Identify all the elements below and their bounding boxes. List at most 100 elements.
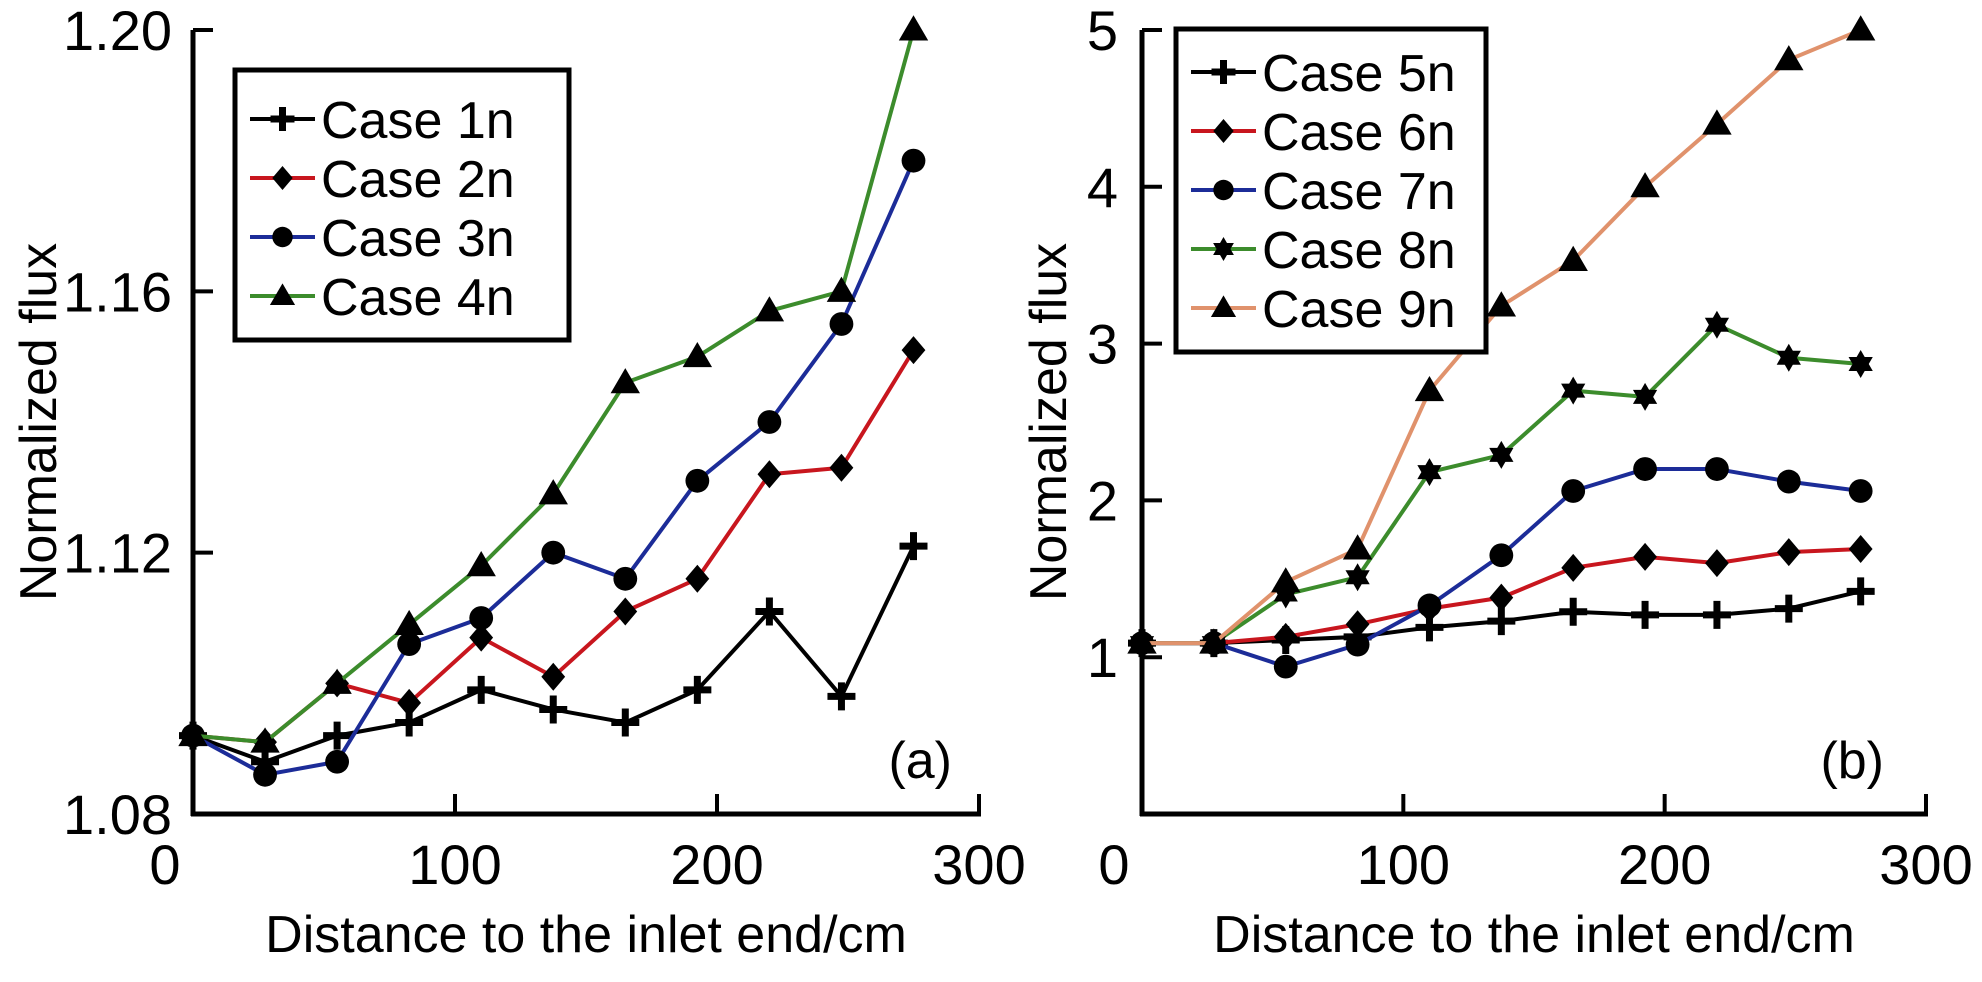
star-marker-shape bbox=[1273, 587, 1298, 609]
data-point bbox=[538, 479, 568, 505]
triangle-marker-shape bbox=[682, 341, 713, 368]
circle-marker-shape bbox=[1213, 179, 1234, 201]
data-point bbox=[1271, 567, 1301, 593]
data-point bbox=[322, 668, 352, 694]
data-point bbox=[467, 675, 496, 704]
data-point bbox=[1417, 593, 1442, 618]
data-point bbox=[1342, 534, 1373, 560]
diamond-marker-shape bbox=[1848, 535, 1873, 564]
circle-icon bbox=[1213, 179, 1234, 201]
star-marker-shape bbox=[1345, 570, 1370, 592]
x-axis-label: Distance to the inlet end/cm bbox=[1213, 906, 1855, 964]
data-point bbox=[1561, 479, 1586, 503]
data-point bbox=[899, 532, 928, 561]
circle-marker-shape bbox=[1705, 457, 1729, 481]
diamond-marker-shape bbox=[1213, 119, 1234, 143]
y-tick-label: 2 bbox=[1087, 469, 1118, 532]
panel-label: (b) bbox=[1820, 732, 1884, 790]
star-marker-shape bbox=[1561, 383, 1586, 405]
diamond-marker-shape bbox=[613, 597, 638, 626]
plus-marker-shape bbox=[323, 721, 352, 750]
legend-item: Case 2n bbox=[250, 151, 515, 209]
circle-marker-shape bbox=[613, 566, 638, 591]
data-point bbox=[1486, 291, 1517, 317]
data-point bbox=[1561, 376, 1586, 405]
data-point bbox=[685, 468, 710, 493]
legend-item: Case 5n bbox=[1191, 45, 1456, 103]
data-point bbox=[610, 368, 640, 394]
diamond-marker-shape bbox=[1561, 553, 1586, 582]
circle-marker-shape bbox=[253, 762, 277, 787]
triangle-marker-shape bbox=[1342, 534, 1373, 560]
legend-item: Case 6n bbox=[1191, 104, 1456, 162]
plus-marker-shape bbox=[755, 597, 784, 626]
data-point bbox=[469, 606, 494, 630]
data-point bbox=[1561, 553, 1586, 582]
triangle-marker-shape bbox=[610, 368, 640, 394]
data-point bbox=[1776, 343, 1801, 372]
y-tick-label: 1.20 bbox=[63, 0, 172, 62]
plus-marker-shape bbox=[1702, 600, 1731, 629]
triangle-marker-shape bbox=[322, 668, 352, 694]
data-point bbox=[901, 148, 926, 173]
plus-marker-shape bbox=[827, 682, 856, 711]
panel-a: 1.08 1.12 1.16 1.20 0 100 200 300 Distance to th… bbox=[10, 0, 1026, 964]
panel-label: (a) bbox=[888, 732, 952, 790]
data-point bbox=[253, 762, 277, 787]
circle-marker-shape bbox=[685, 468, 710, 493]
data-point bbox=[755, 597, 784, 626]
triangle-marker-shape bbox=[269, 283, 296, 305]
x-tick-label: 300 bbox=[1879, 833, 1972, 896]
data-point bbox=[683, 675, 712, 704]
plus-marker-shape bbox=[1211, 60, 1236, 84]
circle-marker-shape bbox=[1561, 479, 1586, 503]
legend-label: Case 8n bbox=[1262, 222, 1456, 280]
data-point bbox=[1489, 583, 1514, 612]
x-tick-label: 0 bbox=[149, 833, 180, 896]
star-marker-shape bbox=[1489, 447, 1514, 469]
y-tick-label: 5 bbox=[1087, 0, 1118, 62]
star-marker-shape bbox=[1776, 350, 1801, 372]
data-point bbox=[901, 336, 926, 365]
data-point bbox=[466, 551, 496, 577]
diamond-marker-shape bbox=[829, 453, 854, 482]
y-tick-label: 1.08 bbox=[63, 783, 172, 846]
y-axis-label: Normalized flux bbox=[1020, 243, 1078, 601]
star-marker-shape bbox=[1417, 465, 1442, 487]
circle-marker-shape bbox=[325, 749, 349, 774]
legend-label: Case 7n bbox=[1262, 163, 1456, 221]
plus-marker-shape bbox=[270, 107, 295, 131]
data-point bbox=[827, 682, 856, 711]
triangle-marker-shape bbox=[1210, 295, 1237, 317]
legend-item: Case 1n bbox=[250, 92, 515, 150]
triangle-marker-shape bbox=[1486, 291, 1517, 317]
data-point bbox=[1702, 109, 1732, 135]
plus-marker-shape bbox=[1631, 600, 1660, 629]
data-point bbox=[397, 632, 422, 657]
diamond-marker-shape bbox=[469, 623, 494, 652]
data-point bbox=[1776, 538, 1801, 567]
diamond-marker-shape bbox=[1273, 622, 1298, 651]
triangle-icon bbox=[269, 283, 296, 305]
data-point bbox=[1705, 457, 1729, 481]
circle-marker-shape bbox=[1273, 654, 1298, 679]
legend-item: Case 3n bbox=[250, 210, 515, 268]
plus-marker-shape bbox=[683, 675, 712, 704]
series-line bbox=[192, 545, 916, 764]
data-point bbox=[1489, 440, 1514, 469]
data-point bbox=[1632, 382, 1658, 411]
data-point bbox=[1848, 479, 1873, 503]
data-point bbox=[1631, 600, 1660, 629]
triangle-icon bbox=[1210, 295, 1237, 317]
diamond-marker-shape bbox=[757, 460, 782, 489]
data-point bbox=[1558, 245, 1588, 271]
series-case-1n bbox=[179, 532, 928, 776]
diamond-marker-shape bbox=[1633, 542, 1657, 571]
legend-label: Case 6n bbox=[1262, 104, 1456, 162]
data-point bbox=[1633, 457, 1657, 481]
data-point bbox=[1630, 172, 1660, 198]
triangle-marker-shape bbox=[1845, 15, 1876, 41]
data-point bbox=[325, 749, 349, 774]
plus-marker-shape bbox=[1774, 594, 1803, 623]
